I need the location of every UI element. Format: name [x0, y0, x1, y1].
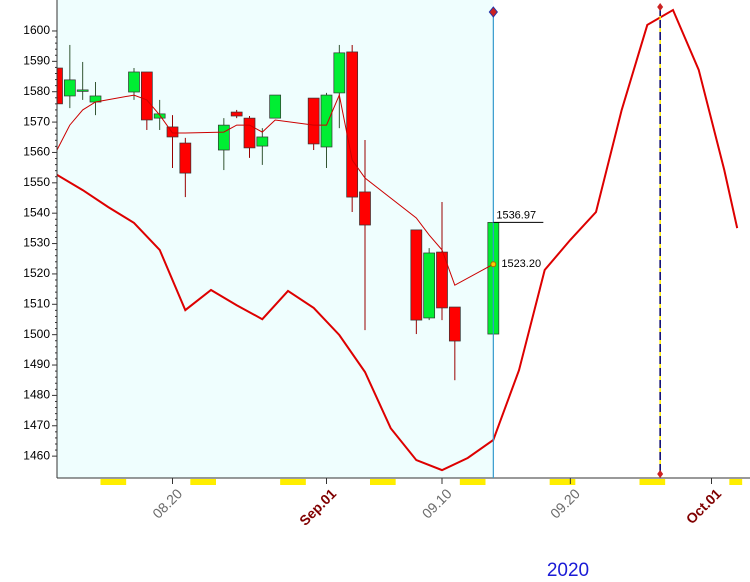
weekend-block — [459, 479, 486, 485]
marker-bottom — [657, 470, 664, 478]
candle-body — [269, 94, 282, 119]
plot — [57, 8, 739, 472]
y-tick-label: 1540 — [23, 205, 50, 219]
candle-body — [307, 97, 320, 145]
candle-body — [179, 142, 192, 174]
candle-body — [243, 117, 256, 149]
y-tick-label: 1600 — [23, 23, 50, 37]
plot-background — [57, 0, 494, 478]
x-tick-label: Oct.01 — [683, 485, 725, 527]
y-tick-label: 1530 — [23, 236, 50, 250]
y-tick-label: 1490 — [23, 357, 50, 371]
y-tick-label: 1500 — [23, 327, 50, 341]
y-tick-label: 1460 — [23, 448, 50, 462]
x-tick-label: 08.20 — [149, 485, 185, 521]
weekend-block — [729, 479, 743, 485]
y-tick-label: 1470 — [23, 418, 50, 432]
candle-body — [217, 124, 230, 151]
y-tick-label: 1580 — [23, 84, 50, 98]
candle-body — [256, 136, 269, 147]
candle-body — [333, 52, 346, 94]
y-tick-label: 1570 — [23, 114, 50, 128]
candle-body — [63, 79, 76, 97]
candle-body — [436, 251, 448, 309]
candle-body — [153, 113, 166, 119]
ma-line — [57, 93, 494, 286]
y-tick-label: 1560 — [23, 145, 50, 159]
x-tick-label: 09.20 — [547, 485, 583, 521]
candle-body — [166, 126, 179, 138]
weekend-block — [190, 479, 216, 485]
candle-body — [448, 306, 461, 342]
y-tick-label: 1510 — [23, 296, 50, 310]
y-tick-label: 1590 — [23, 54, 50, 68]
candle-body — [410, 229, 423, 321]
y-tick-label: 1550 — [23, 175, 50, 189]
candle-body — [423, 252, 436, 319]
x-tick-label: 09.10 — [419, 485, 455, 521]
candle-body — [359, 191, 371, 226]
y-tick-label: 1520 — [23, 266, 50, 280]
weekend-block — [280, 479, 306, 485]
weekend-block — [639, 479, 666, 485]
indicator-line — [57, 8, 739, 472]
x-tick-label: Sep.01 — [296, 485, 339, 528]
candle-body — [346, 51, 359, 198]
candle-body — [128, 71, 140, 93]
cursor-diamond — [488, 6, 498, 18]
marker-top — [657, 3, 664, 11]
candle-body — [57, 67, 63, 105]
candle-body — [230, 111, 243, 117]
weekend-block — [370, 479, 396, 485]
weekend-block — [549, 479, 576, 485]
y-tick-label: 1480 — [23, 388, 50, 402]
ma-dot — [490, 261, 497, 268]
ma-label: 1523.20 — [501, 258, 541, 270]
candle-body — [76, 89, 89, 92]
close-label: 1536.97 — [496, 209, 536, 221]
year-label: 2020 — [547, 560, 589, 581]
weekend-block — [100, 479, 127, 485]
candle-body — [140, 71, 153, 121]
candle-body — [320, 94, 333, 148]
